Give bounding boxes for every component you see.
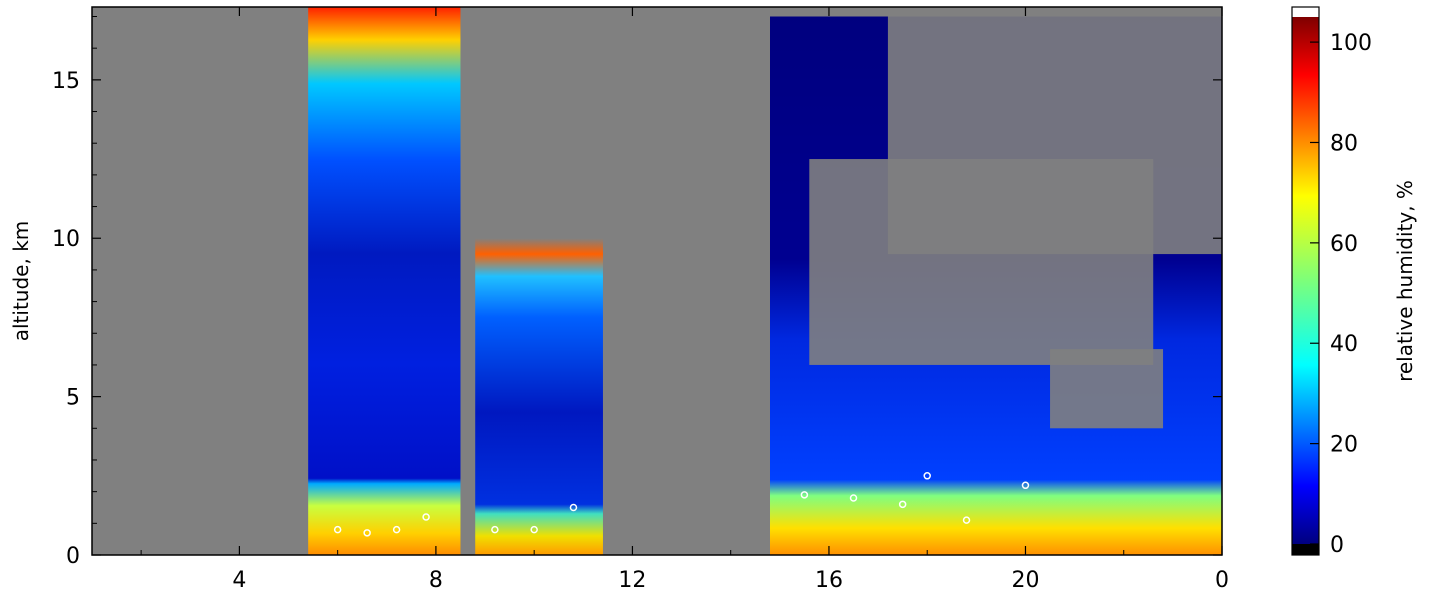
contour-mark-9 [849, 494, 858, 502]
contour-mark-13 [1021, 481, 1030, 490]
x-tick-label: 16 [815, 568, 843, 593]
rh-field-segments [308, 7, 1222, 555]
x-axis-ticks: 4 8 12 16 20 0 [140, 7, 1229, 593]
y-axis-label: altitude, km [9, 221, 33, 342]
colorbar-ticks: 0 20 40 60 80 100 [1310, 31, 1372, 558]
colorbar-tick-label: 0 [1330, 533, 1344, 558]
contour-mark-2 [363, 529, 371, 537]
x-tick-label: 12 [618, 568, 646, 593]
contour-mark-3 [392, 525, 401, 534]
colorbar-under-cap [1292, 544, 1319, 555]
plot-frame [91, 6, 1223, 556]
contour-mark-1 [333, 525, 342, 534]
y-axis-ticks: 0 5 10 15 [52, 16, 1222, 569]
x-tick-label: 8 [429, 568, 443, 593]
colorbar-gradient [1292, 17, 1319, 544]
contour-mark-4 [422, 513, 430, 521]
contour-mark-12 [962, 516, 971, 524]
colorbar-tick-label: 20 [1330, 433, 1358, 458]
y-tick-label: 10 [52, 227, 80, 252]
colorbar-frame [1291, 6, 1320, 556]
colorbar-label: relative humidity, % [1393, 180, 1417, 382]
contour-mark-7 [569, 503, 578, 512]
contour-mark-8 [800, 491, 809, 499]
rh-segment-1 [308, 7, 461, 555]
y-tick-label: 0 [66, 544, 80, 569]
x-tick-label: 20 [1011, 568, 1039, 593]
missing-data-pocket-2 [887, 16, 1222, 255]
colorbar-tick-label: 80 [1330, 131, 1358, 156]
contour-mark-11 [923, 472, 931, 480]
colorbar-tick-label: 100 [1330, 31, 1372, 56]
colorbar-tick-label: 40 [1330, 332, 1358, 357]
contour-mark-10 [898, 500, 907, 509]
rh-segment-2 [475, 238, 603, 555]
contour-mark-5 [491, 525, 499, 534]
y-tick-label: 5 [66, 386, 80, 411]
colorbar-tick-label: 60 [1330, 232, 1358, 257]
colorbar-over-cap [1292, 7, 1319, 17]
contour-mark-6 [530, 525, 538, 534]
saturation-contours [333, 472, 1030, 537]
x-tick-label: 4 [232, 568, 246, 593]
missing-data-pocket-3 [1050, 349, 1164, 429]
y-tick-label: 15 [52, 69, 80, 94]
x-tick-label: 0 [1215, 568, 1229, 593]
